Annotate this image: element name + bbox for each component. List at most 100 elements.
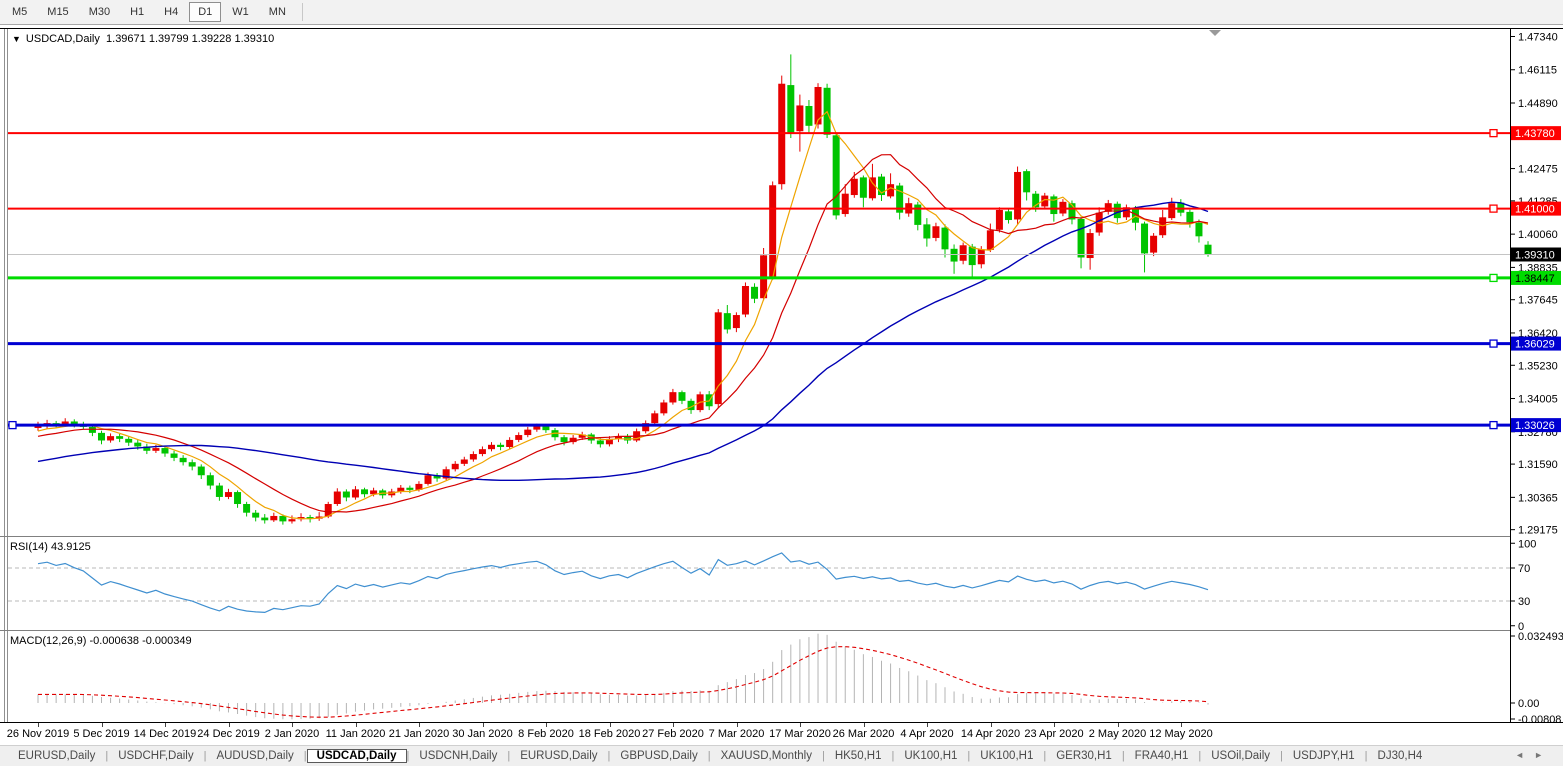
date-axis-label: 21 Jan 2020 — [388, 728, 450, 740]
line-handle[interactable] — [1489, 339, 1498, 348]
macd-indicator-label: MACD(12,26,9) -0.000638 -0.000349 — [10, 635, 192, 647]
date-axis-tick — [736, 723, 738, 727]
chart-tab-audusd-2[interactable]: AUDUSD,Daily — [216, 750, 294, 762]
date-axis-label: 2 May 2020 — [1088, 728, 1147, 740]
tabs-scroll-right-icon[interactable]: ► — [1534, 750, 1553, 760]
timeframe-button-h4[interactable]: H4 — [164, 6, 179, 18]
timeframe-button-mn[interactable]: MN — [268, 6, 286, 18]
tab-separator: | — [891, 750, 895, 762]
line-handle[interactable] — [1489, 204, 1498, 213]
horizontal-line[interactable]: 1.38447 — [8, 270, 1561, 285]
date-axis-label: 11 Jan 2020 — [325, 728, 386, 740]
date-axis-tick — [800, 723, 801, 727]
price-axis-label: 1.35230 — [1518, 360, 1558, 372]
date-axis-label: 17 Mar 2020 — [769, 728, 831, 740]
date-axis-tick — [990, 723, 992, 727]
date-axis-tick — [38, 723, 39, 727]
rsi-line — [37, 552, 1209, 614]
tab-separator: | — [303, 750, 307, 762]
horizontal-line[interactable]: 1.33026 — [8, 418, 1561, 433]
toolbar-separator — [301, 3, 303, 21]
tab-separator: | — [1198, 750, 1202, 762]
rsi-axis-label: 100 — [1518, 538, 1536, 550]
macd-axis-label: 0.032493 — [1518, 631, 1563, 643]
line-handle[interactable] — [1489, 128, 1498, 138]
ma-mid-line — [37, 154, 1209, 513]
date-axis-label: 26 Nov 2019 — [6, 728, 70, 740]
date-axis-label: 24 Dec 2019 — [197, 728, 260, 740]
bid-price-tag — [1511, 247, 1561, 262]
timeframe-button-m15[interactable]: M15 — [47, 6, 69, 18]
chart-tab-eurusd-5[interactable]: EURUSD,Daily — [520, 750, 598, 762]
macd-axis-label: 0.00 — [1518, 698, 1539, 710]
date-axis-tick — [165, 723, 166, 727]
date-axis-label: 23 Apr 2020 — [1024, 728, 1084, 740]
chart-tab-dj30-15[interactable]: DJ30,H4 — [1377, 750, 1423, 762]
date-axis-tick — [609, 723, 611, 727]
chart-title: ▼ USDCAD,Daily 1.39671 1.39799 1.39228 1.… — [12, 33, 274, 45]
price-tag-label: 1.43780 — [1515, 128, 1555, 140]
price-axis-label: 1.34005 — [1518, 394, 1558, 406]
tabs-scroll-left-icon[interactable]: ◄ — [1515, 750, 1535, 760]
price-axis-label: 1.42475 — [1518, 164, 1558, 176]
chart-tab-gbpusd-6[interactable]: GBPUSD,Daily — [620, 750, 698, 762]
line-handle[interactable] — [1489, 273, 1498, 283]
chart-tab-hk50-8[interactable]: HK50,H1 — [834, 750, 882, 762]
date-axis-tick — [1054, 723, 1055, 727]
chart-tab-usoil-13[interactable]: USOil,Daily — [1211, 750, 1271, 762]
rsi-axis-label: 0 — [1518, 621, 1524, 633]
price-axis-label: 1.47340 — [1518, 31, 1558, 43]
ma-slow-line — [37, 201, 1209, 481]
chart-canvas[interactable]: 1.473401.461151.448901.424751.412851.400… — [0, 26, 1563, 722]
tab-separator: | — [1280, 750, 1283, 762]
horizontal-line[interactable]: 1.36029 — [8, 336, 1561, 351]
rsi-indicator-label: RSI(14) 43.9125 — [10, 541, 91, 553]
line-handle[interactable] — [1489, 420, 1498, 430]
chart-tab-usdchf-1[interactable]: USDCHF,Daily — [118, 750, 194, 762]
date-axis-label: 30 Jan 2020 — [452, 728, 513, 740]
date-axis-label: 8 Feb 2020 — [518, 728, 574, 740]
chart-tab-xauusd-7[interactable]: XAUUSD,Monthly — [720, 750, 812, 762]
timeframe-button-w1[interactable]: W1 — [232, 6, 249, 18]
price-tag-label: 1.38447 — [1515, 273, 1555, 285]
chart-tab-usdjpy-14[interactable]: USDJPY,H1 — [1292, 750, 1355, 762]
date-axis-label: 26 Mar 2020 — [832, 728, 895, 740]
chart-shift-marker — [1209, 30, 1221, 36]
tab-separator: | — [507, 750, 511, 762]
chart-tab-uk100-9[interactable]: UK100,H1 — [904, 750, 958, 762]
bid-price-tag-label: 1.39310 — [1515, 250, 1555, 262]
price-axis-label: 1.31590 — [1518, 459, 1558, 471]
timeframe-toolbar: M5 M15 M30 H1 H4 D1 W1 MN — [0, 0, 1563, 25]
chart-tab-fra40-12[interactable]: FRA40,H1 — [1134, 750, 1189, 762]
price-axis-label: 1.44890 — [1518, 98, 1558, 110]
date-axis[interactable]: 26 Nov 2019 5 Dec 2019 14 Dec 2019 24 Dec 2… — [0, 722, 1563, 745]
date-axis-tick — [228, 723, 230, 727]
macd-histogram — [37, 633, 1209, 720]
timeframe-button-m5[interactable]: M5 — [12, 6, 28, 18]
date-axis-label: 7 Mar 2020 — [708, 728, 765, 740]
macd-signal-line — [38, 646, 1209, 718]
price-tag — [1511, 418, 1561, 433]
tab-separator: | — [607, 750, 611, 762]
chart-tab-eurusd-0[interactable]: EURUSD,Daily — [18, 750, 96, 762]
chart-tab-usdcad-3[interactable]: USDCAD,Daily — [306, 749, 407, 763]
date-axis-tick — [419, 723, 420, 727]
date-axis-label: 4 Apr 2020 — [900, 728, 954, 740]
rsi-axis-label: 30 — [1518, 596, 1530, 608]
date-axis-tick — [863, 723, 865, 727]
date-axis-tick — [1181, 723, 1182, 727]
price-tag — [1511, 201, 1561, 216]
line-handle[interactable] — [8, 420, 17, 430]
horizontal-line[interactable]: 1.41000 — [8, 201, 1561, 216]
timeframe-button-d1[interactable]: D1 — [189, 2, 222, 22]
horizontal-line[interactable]: 1.43780 — [8, 126, 1561, 141]
chart-tab-ger30-11[interactable]: GER30,H1 — [1056, 750, 1112, 762]
chart-tab-usdcnh-4[interactable]: USDCNH,Daily — [419, 750, 498, 762]
timeframe-button-m30[interactable]: M30 — [88, 6, 111, 18]
chart-tab-uk100-10[interactable]: UK100,H1 — [980, 750, 1034, 762]
price-axis-label: 1.37645 — [1518, 295, 1558, 307]
timeframe-button-h1[interactable]: H1 — [130, 6, 145, 18]
date-axis-tick — [355, 723, 357, 727]
date-axis-tick — [927, 723, 928, 727]
